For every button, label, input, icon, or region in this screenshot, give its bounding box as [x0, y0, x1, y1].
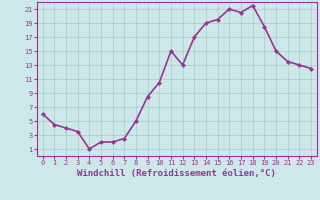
X-axis label: Windchill (Refroidissement éolien,°C): Windchill (Refroidissement éolien,°C) — [77, 169, 276, 178]
